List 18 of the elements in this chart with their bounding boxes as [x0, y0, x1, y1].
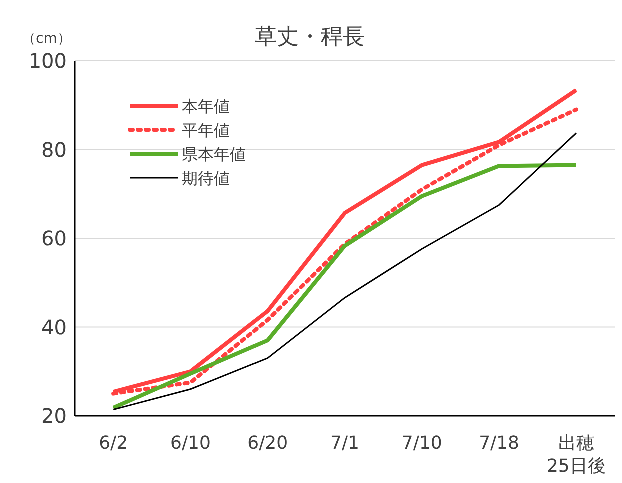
y-tick-label: 40	[42, 315, 67, 340]
legend-label: 期待値	[182, 169, 230, 188]
x-tick-label: 6/20	[248, 433, 288, 454]
x-tick-label: 6/10	[170, 433, 211, 454]
x-tick-label: 出穂 25日後	[546, 433, 606, 477]
x-tick-label: 7/1	[330, 433, 360, 454]
chart-title: 草丈・稈長	[255, 25, 365, 50]
legend-label: 平年値	[182, 121, 230, 140]
x-tick-label: 7/10	[402, 433, 442, 454]
x-tick-label: 6/2	[99, 433, 128, 454]
y-tick-label: 20	[42, 404, 67, 428]
legend-label: 県本年値	[182, 145, 246, 164]
x-tick-label: 7/18	[479, 433, 520, 454]
legend-label: 本年値	[182, 97, 230, 116]
y-axis-title: （cm）	[22, 31, 72, 47]
y-tick-label: 100	[28, 49, 67, 73]
y-tick-label: 80	[42, 138, 67, 162]
y-tick-label: 60	[42, 226, 67, 250]
